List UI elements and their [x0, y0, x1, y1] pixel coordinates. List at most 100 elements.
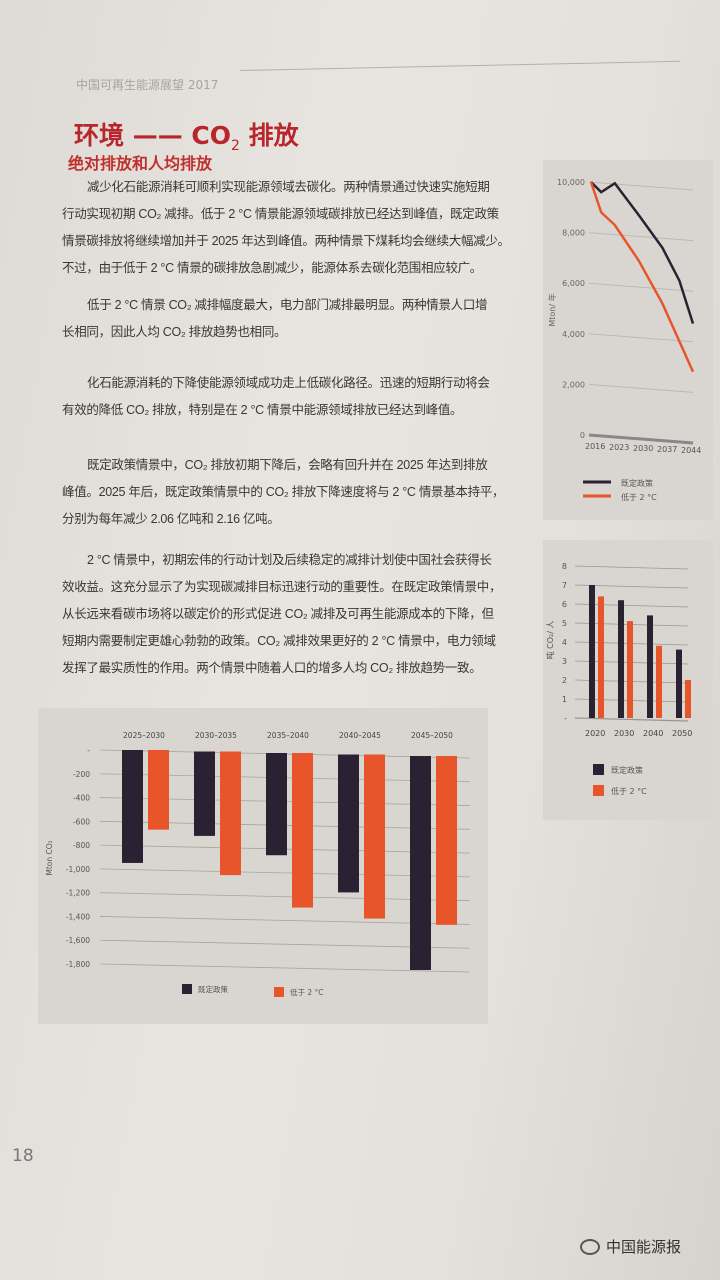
y-axis-label: 吨 CO₂/ 人	[545, 621, 555, 660]
y-tick-label: 4	[562, 638, 567, 647]
y-axis-label: Mton/ 年	[547, 293, 557, 326]
y-tick-label: 7	[562, 581, 567, 590]
gridline	[588, 282, 694, 292]
y-tick-label: -	[564, 714, 567, 723]
y-tick-label: 1	[562, 695, 567, 704]
bar-0	[647, 615, 653, 718]
y-tick-label: -1,000	[66, 865, 90, 874]
legend-swatch	[593, 764, 604, 775]
legend-label: 低于 2 °C	[621, 492, 657, 502]
page-title: 环境 —— CO2 排放	[74, 116, 299, 154]
y-tick-label: -	[87, 746, 90, 755]
page-number: 18	[12, 1146, 34, 1166]
paragraph: 2 °C 情景中，初期宏伟的行动计划及后续稳定的减排计划使中国社会获得长效收益。…	[62, 547, 536, 682]
paragraph-line: 化石能源消耗的下降使能源领域成功走上低碳化路径。迅速的短期行动将会	[87, 376, 490, 390]
y-tick-label: -1,400	[66, 912, 90, 921]
watermark-text: 中国能源报	[606, 1238, 682, 1256]
y-tick-label: 3	[562, 657, 567, 666]
category-label: 2025–2030	[123, 731, 165, 740]
title-tail: 排放	[239, 121, 299, 150]
x-tick-label: 2040	[643, 729, 663, 738]
bar-1	[598, 596, 604, 718]
y-tick-label: 4,000	[562, 330, 585, 339]
category-label: 2030–2035	[195, 731, 237, 740]
bar-0	[589, 585, 595, 718]
category-label: 2035–2040	[267, 731, 309, 740]
x-tick-label: 2044	[681, 446, 701, 455]
x-tick-label: 2030	[633, 444, 653, 453]
paragraph: 减少化石能源消耗可顺利实现能源领域去碳化。两种情景通过快速实施短期行动实现初期 …	[62, 174, 536, 282]
paragraph-line: 长相同，因此人均 CO₂ 排放趋势也相同。	[62, 325, 287, 339]
y-axis-label: Mton CO₂	[45, 840, 54, 875]
title-text: 环境 —— CO	[74, 121, 232, 150]
running-header: 中国可再生能源展望 2017	[76, 78, 219, 92]
y-tick-label: -1,200	[66, 889, 90, 898]
paragraph-line: 低于 2 °C 情景 CO₂ 减排幅度最大，电力部门减排最明显。两种情景人口增	[87, 298, 488, 312]
gridline	[588, 433, 694, 445]
gridline	[588, 232, 694, 242]
gridline	[99, 892, 471, 902]
paragraph-line: 既定政策情景中，CO₂ 排放初期下降后，会略有回升并在 2025 年达到排放	[87, 458, 488, 472]
gridline	[99, 868, 471, 878]
legend-swatch	[182, 984, 192, 994]
bar-0	[618, 600, 624, 718]
section-subtitle: 绝对排放和人均排放	[68, 154, 213, 173]
per-capita-bar-chart: - 1 2 3 4 5 6 7 8 吨 CO₂/ 人 2020 2030 2040 2050 既定政策低于 …	[545, 562, 692, 796]
y-tick-label: 0	[580, 431, 585, 440]
watermark: 中国能源报	[580, 1236, 681, 1257]
gridline	[588, 181, 694, 191]
y-tick-label: 8,000	[562, 229, 585, 238]
bar-1	[627, 621, 633, 718]
y-tick-label: -200	[73, 770, 90, 779]
x-tick-label: 2016	[585, 442, 605, 451]
paragraph-line: 效收益。这充分显示了为实现碳减排目标迅速行动的重要性。在既定政策情景中，	[62, 580, 502, 594]
paragraph-line: 短期内需要制定更雄心勃勃的政策。CO₂ 减排效果更好的 2 °C 情景中，电力领…	[62, 634, 496, 648]
paragraph: 既定政策情景中，CO₂ 排放初期下降后，会略有回升并在 2025 年达到排放 峰值…	[62, 452, 536, 533]
category-label: 2045–2050	[411, 731, 453, 740]
y-tick-label: 2,000	[562, 380, 585, 389]
y-tick-label: 6,000	[562, 279, 585, 288]
bar-0	[266, 753, 287, 856]
legend-label: 低于 2 °C	[290, 987, 324, 997]
y-tick-label: -1,600	[66, 936, 90, 945]
legend-swatch	[593, 785, 604, 796]
y-tick-label: 2	[562, 676, 567, 685]
bar-0	[410, 756, 431, 970]
y-tick-label: -800	[73, 841, 90, 850]
y-tick-label: -1,800	[66, 960, 90, 969]
title-subscript: 2	[231, 138, 240, 154]
header-rule	[239, 60, 680, 71]
y-tick-label: 10,000	[557, 178, 585, 187]
series-line-1	[589, 181, 695, 373]
x-tick-label: 2020	[585, 729, 605, 738]
paragraph-line: 2 °C 情景中，初期宏伟的行动计划及后续稳定的减排计划使中国社会获得长	[87, 553, 492, 567]
paragraph-line: 发挥了最实质性的作用。两个情景中随着人口的增多人均 CO₂ 排放趋势一致。	[62, 661, 482, 675]
y-tick-label: 5	[562, 619, 567, 628]
x-tick-label: 2037	[657, 445, 677, 454]
y-tick-label: -400	[73, 794, 90, 803]
reduction-bar-chart: - -200 -400 -600 -800 -1,000 -1,200 -1,400 -1,60…	[45, 731, 471, 997]
wechat-icon	[580, 1238, 600, 1255]
paragraph-line: 行动实现初期 CO₂ 减排。低于 2 °C 情景能源领域碳排放已经达到峰值，既定…	[62, 207, 499, 221]
paragraph: 化石能源消耗的下降使能源领域成功走上低碳化路径。迅速的短期行动将会 有效的降低 C…	[62, 370, 536, 424]
gridline	[99, 916, 471, 925]
gridline	[99, 963, 471, 973]
series-line-0	[590, 181, 695, 325]
paragraph-line: 分别为每年减少 2.06 亿吨和 2.16 亿吨。	[62, 512, 280, 526]
paragraph-line: 减少化石能源消耗可顺利实现能源领域去碳化。两种情景通过快速实施短期	[87, 180, 490, 194]
bar-0	[338, 754, 359, 893]
x-tick-label: 2030	[614, 729, 634, 738]
bar-1	[148, 750, 169, 830]
legend-label: 低于 2 °C	[611, 786, 647, 796]
bar-0	[122, 750, 143, 863]
category-label: 2040–2045	[339, 731, 381, 740]
gridline	[99, 939, 471, 949]
reduction-bar-chart-panel: - -200 -400 -600 -800 -1,000 -1,200 -1,400 -1,60…	[38, 708, 488, 1024]
legend-label: 既定政策	[611, 765, 643, 775]
per-capita-bar-chart-panel: - 1 2 3 4 5 6 7 8 吨 CO₂/ 人 2020 2030 2040 2050 既定政策 低于 …	[543, 540, 713, 820]
bar-1	[292, 753, 313, 908]
bar-1	[685, 680, 691, 718]
gridline	[588, 333, 694, 343]
gridline	[574, 717, 689, 722]
